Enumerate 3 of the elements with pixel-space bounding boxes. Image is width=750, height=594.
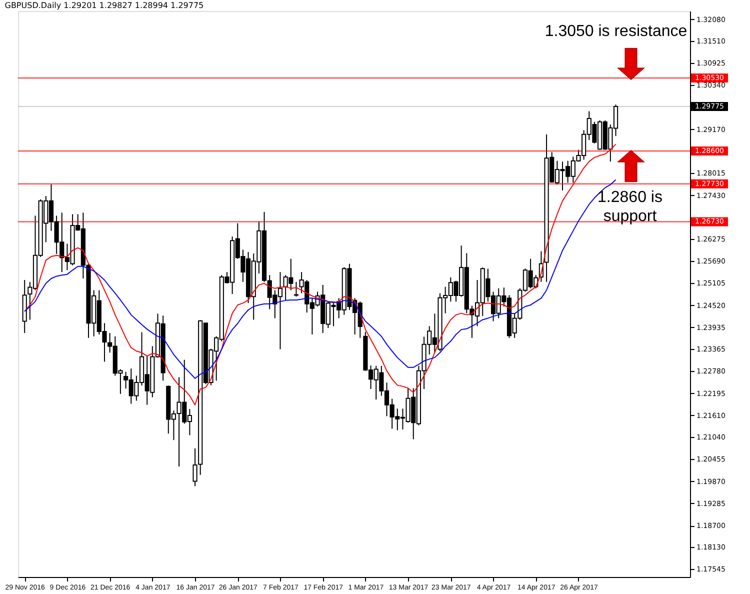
annotation: 1.2860 is support — [598, 189, 662, 225]
annotation: 1.3050 is resistance — [544, 23, 688, 40]
chart-title: GBPUSD.Daily 1.29201 1.29827 1.28994 1.29775 — [4, 1, 204, 10]
